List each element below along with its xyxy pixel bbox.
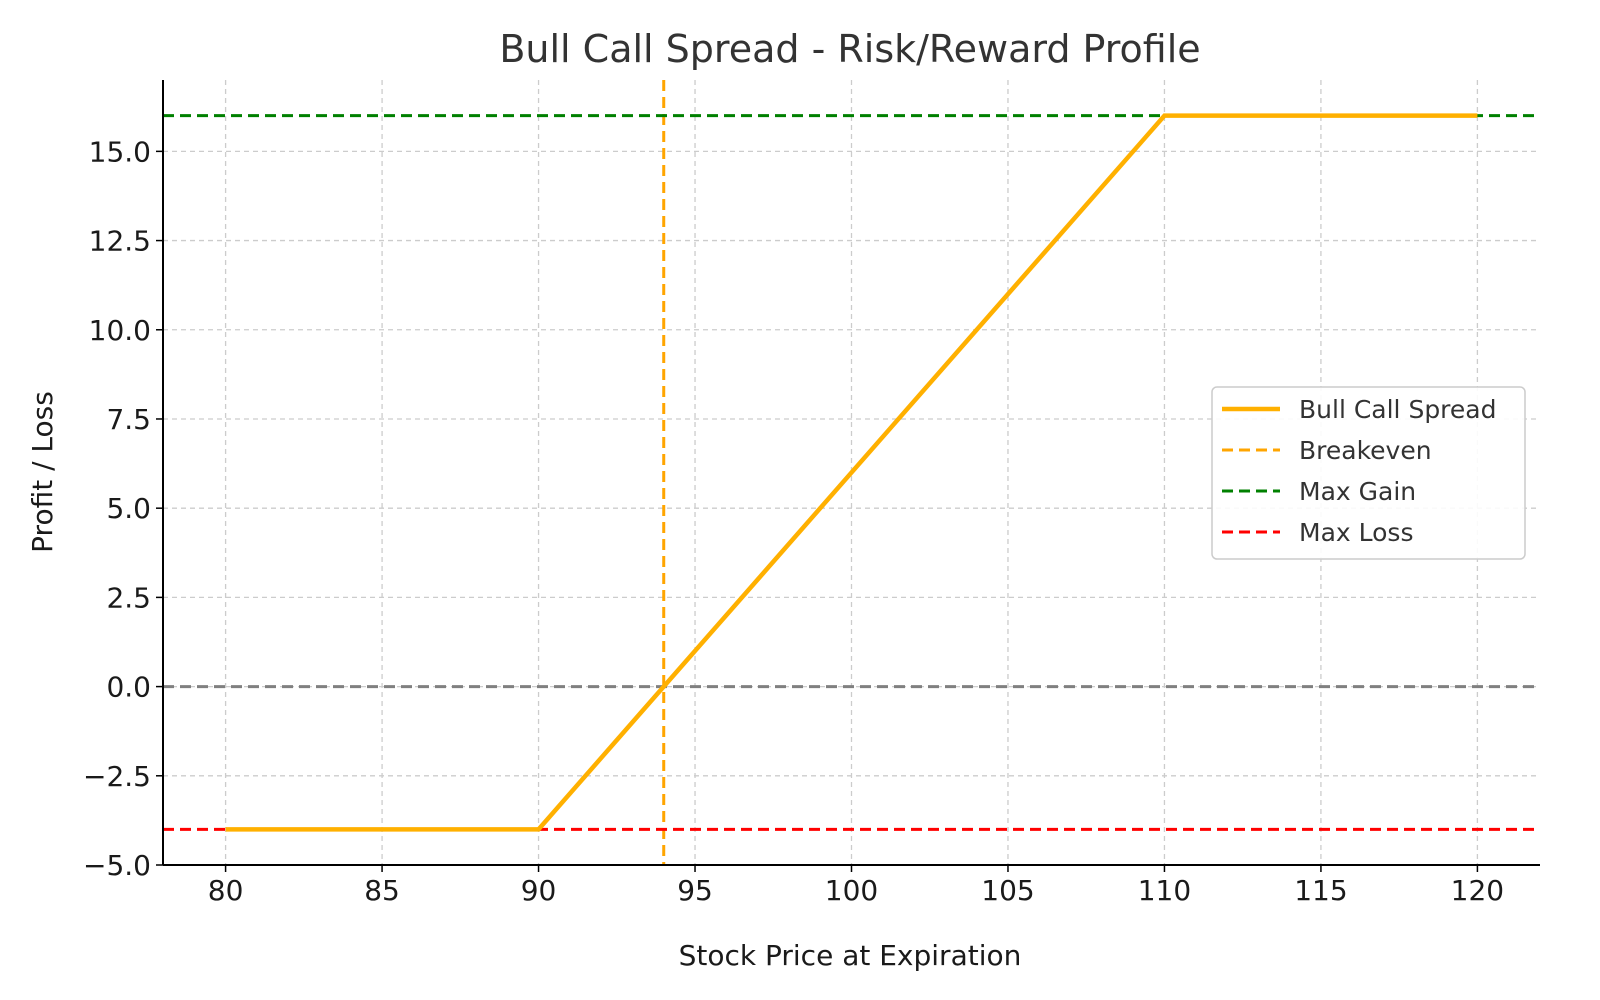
- legend-label: Bull Call Spread: [1299, 395, 1497, 424]
- y-tick-label: 12.5: [89, 225, 151, 258]
- x-axis-title: Stock Price at Expiration: [679, 939, 1022, 972]
- y-tick-label: 7.5: [106, 403, 151, 436]
- y-tick-label: 15.0: [89, 135, 151, 168]
- y-tick-label: 0.0: [106, 671, 151, 704]
- chart-title: Bull Call Spread - Risk/Reward Profile: [499, 27, 1200, 71]
- x-tick-label: 90: [521, 874, 557, 907]
- y-tick-label: 2.5: [106, 581, 151, 614]
- x-tick-label: 120: [1451, 874, 1504, 907]
- x-tick-label: 95: [677, 874, 713, 907]
- legend: Bull Call Spread Breakeven Max Gain Max Los…: [1211, 386, 1526, 560]
- y-tick-label: −5.0: [83, 849, 151, 882]
- legend-label: Max Gain: [1299, 477, 1416, 506]
- x-tick-label: 110: [1138, 874, 1191, 907]
- y-tick-label: −2.5: [83, 760, 151, 793]
- x-tick-label: 80: [208, 874, 244, 907]
- series-line-bull-call-spread: [225, 113, 1478, 832]
- y-tick-label: 5.0: [106, 492, 151, 525]
- x-tick-label: 115: [1294, 874, 1347, 907]
- x-tick-label: 105: [981, 874, 1034, 907]
- x-tick-label: 100: [825, 874, 878, 907]
- series-layer: [225, 113, 1478, 832]
- legend-label: Max Loss: [1299, 518, 1413, 547]
- legend-box: [1211, 386, 1526, 560]
- legend-label: Breakeven: [1299, 436, 1432, 465]
- y-axis-title: Profit / Loss: [26, 391, 59, 553]
- y-tick-label: 10.0: [89, 314, 151, 347]
- tick-labels: 80 85 90 95 100 105 110 115 120 −5.0 −2.5 0.0 2.5 5.0…: [83, 135, 1504, 907]
- x-tick-label: 85: [364, 874, 400, 907]
